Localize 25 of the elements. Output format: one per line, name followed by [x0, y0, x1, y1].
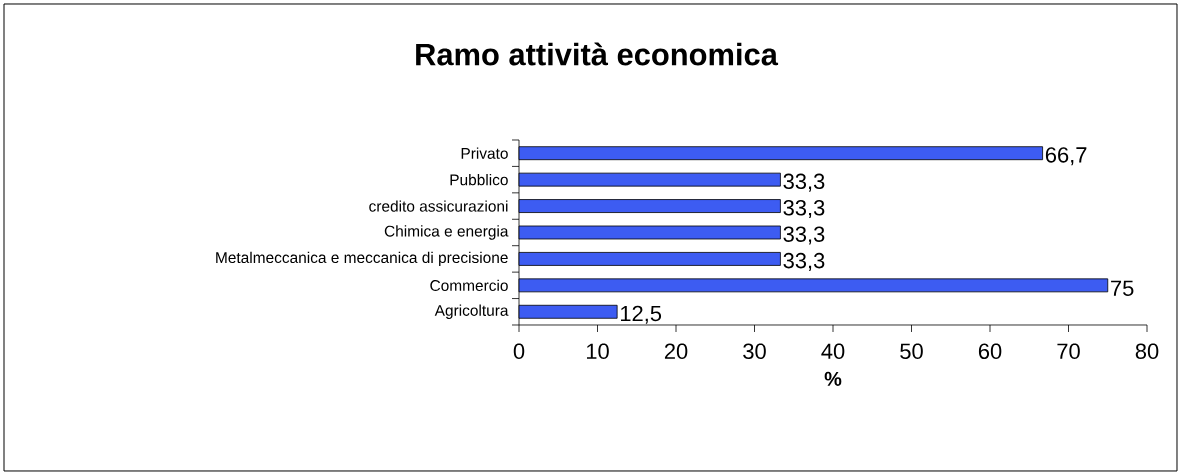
- data-label: 33,3: [783, 200, 825, 219]
- data-label: 33,3: [783, 226, 825, 245]
- y-tick-label: Pubblico: [450, 173, 508, 186]
- x-tick-label: 10: [586, 343, 609, 360]
- x-tick-label: 20: [664, 343, 688, 360]
- y-tick-label: Agricoltura: [434, 304, 509, 319]
- x-tick-label: 60: [978, 343, 1002, 360]
- x-axis-title: %: [824, 371, 842, 386]
- y-tick-label: Chimica e energia: [384, 225, 509, 240]
- x-tick-label: 80: [1135, 343, 1159, 360]
- x-tick-label: 40: [821, 343, 845, 360]
- x-tick-label: 30: [743, 343, 766, 360]
- data-label: 66,7: [1045, 147, 1087, 166]
- x-tick-label: 70: [1057, 343, 1080, 360]
- data-label: 12,5: [621, 305, 662, 324]
- data-label: 33,3: [783, 173, 825, 192]
- data-label: 33,3: [783, 252, 825, 271]
- chart-title: Ramo attività economica: [416, 42, 779, 66]
- y-tick-label: Metalmeccanica e meccanica di precisione: [216, 251, 508, 267]
- x-tick-label: 0: [513, 343, 525, 360]
- y-tick-label: Privato: [461, 147, 508, 159]
- y-tick-label: Commercio: [430, 279, 508, 292]
- x-tick-label: 50: [900, 343, 923, 360]
- data-label: 75: [1111, 280, 1134, 296]
- y-tick-label: credito assicurazioni: [369, 200, 508, 212]
